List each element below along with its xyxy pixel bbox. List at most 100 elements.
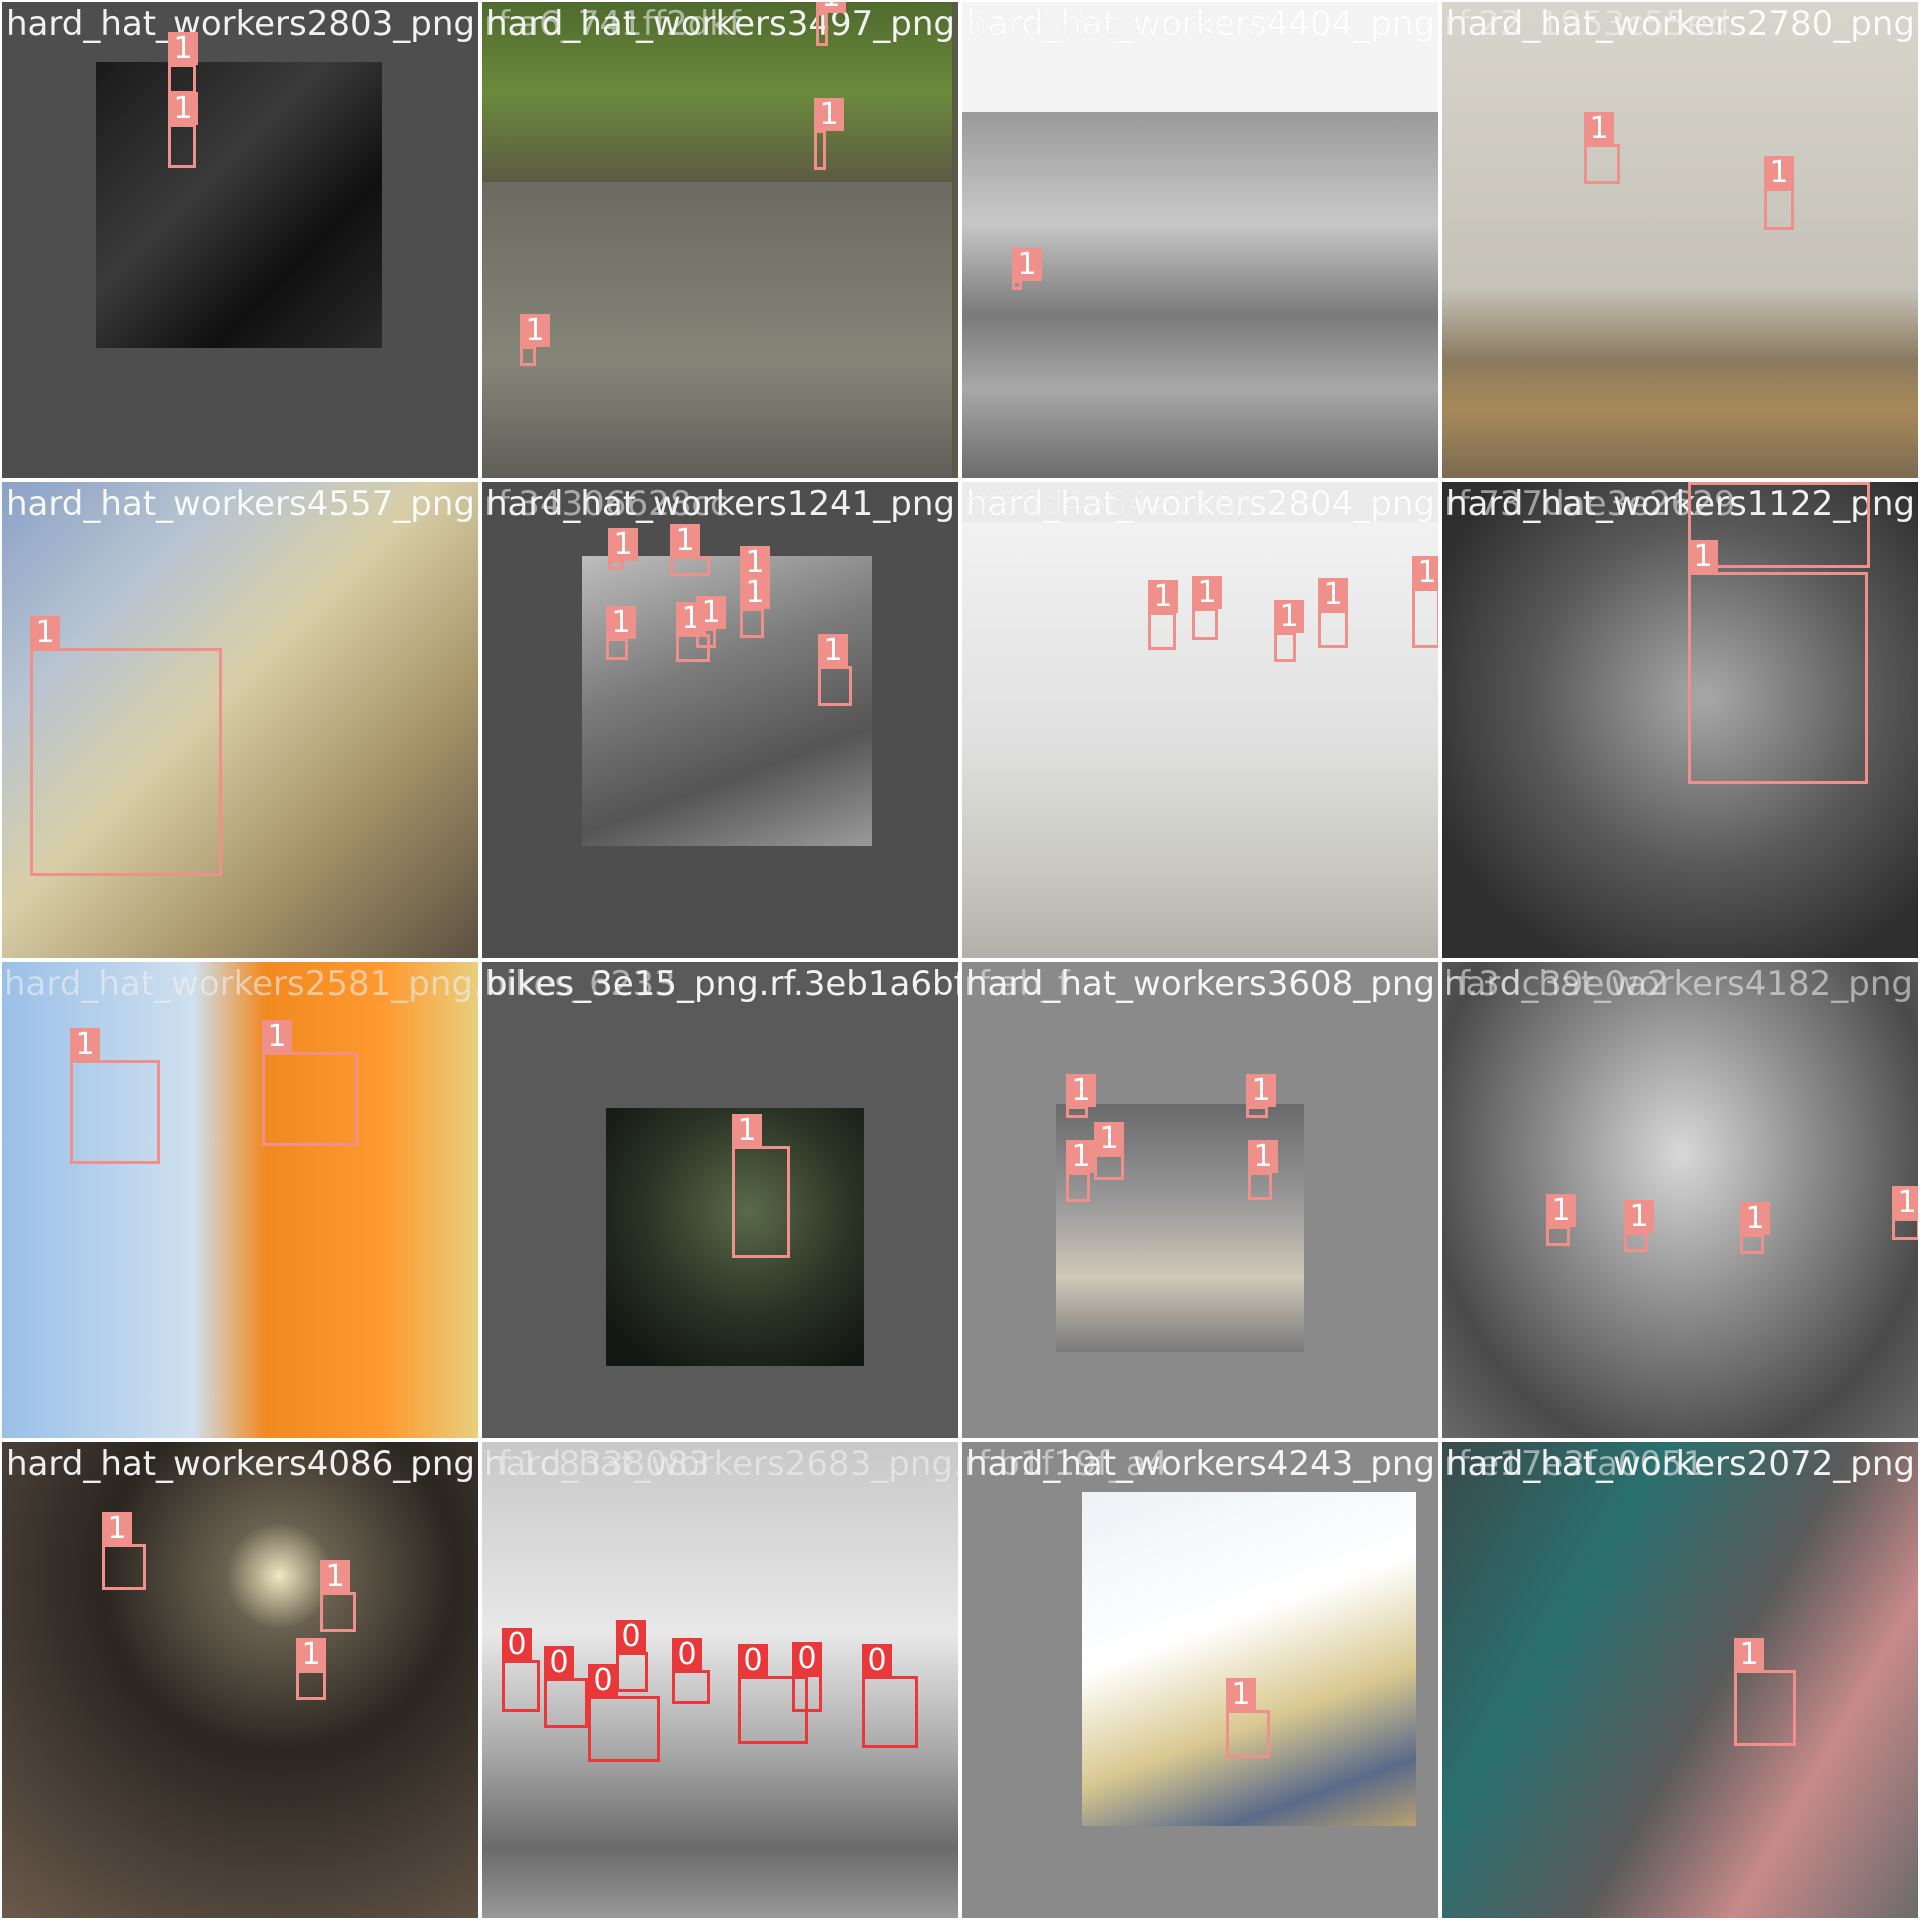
detection-box: 1	[696, 596, 726, 648]
class-label: 1	[1764, 156, 1794, 189]
tile-filename-overlap: rf.1c8338083	[484, 1444, 711, 1484]
class-label: 0	[544, 1646, 574, 1679]
detection-box: 0	[672, 1638, 710, 1704]
tile-filename-overlap: rf.ab_f	[964, 964, 1070, 1004]
tile-filename-overlap: rf.e17e3fa0051	[1444, 1444, 1705, 1484]
class-label: 1	[1734, 1638, 1764, 1671]
photo-factory-worker	[1442, 1442, 1918, 1918]
photo-worker-closeup	[1442, 482, 1918, 958]
class-label: 1	[1274, 600, 1304, 633]
detection-box: 0	[862, 1644, 918, 1748]
photo-building-trees	[962, 112, 1438, 478]
detection-box: 1	[670, 524, 710, 576]
tile-filename: hard_hat_workers4086_png.	[6, 1444, 480, 1484]
class-label: 1	[168, 32, 198, 65]
class-label: 1	[1688, 482, 1718, 483]
class-label: 1	[1740, 1202, 1770, 1235]
detection-box: 1	[818, 634, 852, 706]
detection-box: 1	[1892, 1186, 1918, 1240]
tile-filename: hard_hat_workers3608_png.	[966, 964, 1440, 1004]
tile-filename-overlap: bikes_6233	[484, 964, 676, 1004]
tile-filename-overlap: rf.3dc39e0a2	[1444, 964, 1669, 1004]
detection-box: 1	[520, 314, 550, 366]
class-label: 1	[608, 528, 638, 561]
tile-filename: hard_hat_workers4557_png.	[6, 484, 480, 524]
class-label: 1	[70, 1028, 100, 1061]
detection-box: 1	[262, 1020, 358, 1146]
detection-box: 1	[1734, 1638, 1796, 1746]
tile-filename-overlap: rf.737dae3e2629	[1444, 484, 1736, 524]
class-label: 1	[262, 1020, 292, 1053]
class-label: 1	[1066, 1074, 1096, 1107]
class-label: 1	[740, 576, 770, 609]
class-label: 1	[1412, 556, 1438, 589]
tile-filename: hard_hat_workers3497_png.	[486, 4, 960, 44]
class-label: 1	[30, 616, 60, 649]
detection-box: 1	[1274, 600, 1304, 662]
detection-box: 0	[502, 1628, 540, 1712]
class-label: 1	[1012, 248, 1042, 281]
detection-box: 1	[1584, 112, 1620, 184]
mosaic-tile: hard_hat_workers2683_png. rf.1c8338083 0…	[480, 1440, 960, 1920]
detection-box: 1	[814, 98, 844, 170]
photo-night-workers	[2, 1442, 478, 1918]
class-label: 1	[606, 606, 636, 639]
class-label: 1	[1688, 540, 1718, 573]
mosaic-tile: hard_hat_workers4404_png. rf.49ca2294ctb…	[960, 0, 1440, 480]
mosaic-tile: hard_hat_workers2072_png rf.e17e3fa0051 …	[1440, 1440, 1920, 1920]
detection-box: 1	[1318, 578, 1348, 648]
detection-box: 1	[1192, 576, 1222, 640]
tile-filename: hard_hat_workers2803_png.	[6, 4, 480, 44]
class-label: 1	[168, 92, 198, 125]
mosaic-tile: hard_hat_workers4243_png. rf.b1f19f_a4 1	[960, 1440, 1440, 1920]
mosaic-tile: hard_hat_workers4182_png rf.3dc39e0a2 1 …	[1440, 960, 1920, 1440]
detection-box: 1	[1688, 482, 1870, 568]
class-label: 1	[740, 546, 770, 579]
detection-box: 1	[1066, 1140, 1096, 1202]
photo-cyclist-helmet	[606, 1108, 864, 1366]
class-label: 1	[1248, 1140, 1278, 1173]
detection-box: 1	[1740, 1202, 1770, 1254]
mosaic-tile: hard_hat_workers4557_png. 1	[0, 480, 480, 960]
tile-filename-overlap: rf.a6_741ff2dkf	[484, 4, 741, 44]
detection-box: 0	[544, 1646, 588, 1728]
tile-filename: hard_hat_workers2804_png.	[966, 484, 1440, 524]
photo-tunnel-boring-machine	[1442, 962, 1918, 1438]
tile-filename: hard_hat_workers2683_png.	[484, 1444, 960, 1484]
class-label: 1	[1546, 1194, 1576, 1227]
detection-box: 1	[1248, 1140, 1278, 1200]
class-label: 1	[1094, 1122, 1124, 1155]
detection-box: 1	[168, 32, 198, 94]
photo-wall-workers	[1442, 2, 1918, 478]
photo-scaffold-worker	[96, 62, 382, 348]
mosaic-tile: hard_hat_workers2804_png. rf.88d4e642116…	[960, 480, 1440, 960]
photo-worker-yellow-hat	[2, 482, 478, 958]
tile-filename: hard_hat_workers2072_png	[1446, 1444, 1915, 1484]
detection-box: 1	[1764, 156, 1794, 230]
tile-filename: hard_hat_workers1241_png.	[486, 484, 960, 524]
detection-box: 1	[1624, 1200, 1654, 1252]
class-label: 1	[816, 2, 846, 13]
class-label: 1	[818, 634, 848, 667]
detection-box: 1	[1094, 1122, 1124, 1180]
photo-excavator-field	[482, 2, 952, 182]
class-label: 1	[696, 596, 726, 629]
class-label: 0	[738, 1644, 768, 1677]
mosaic-tile: hard_hat_workers1241_png. rf.34306628cc …	[480, 480, 960, 960]
mosaic-tile: hard_hat_workers2581_png. 1 1	[0, 960, 480, 1440]
detection-box: 1	[102, 1512, 146, 1590]
detection-box: 1	[1546, 1194, 1576, 1246]
class-label: 1	[1584, 112, 1614, 145]
detection-box: 1	[816, 2, 846, 46]
class-label: 1	[320, 1560, 350, 1593]
detection-box: 1	[320, 1560, 356, 1632]
detection-box: 1	[608, 528, 638, 570]
class-label: 1	[1066, 1140, 1096, 1173]
mosaic-tile: bikes_3e15_png.rf.3eb1a6bf1424e472 bikes…	[480, 960, 960, 1440]
detection-box: 1	[1066, 1074, 1096, 1118]
mosaic-tile: hard_hat_workers3608_png. rf.ab_f 1 1 1 …	[960, 960, 1440, 1440]
detection-box: 1	[30, 616, 222, 876]
class-label: 1	[1246, 1074, 1276, 1107]
class-label: 1	[1318, 578, 1348, 611]
